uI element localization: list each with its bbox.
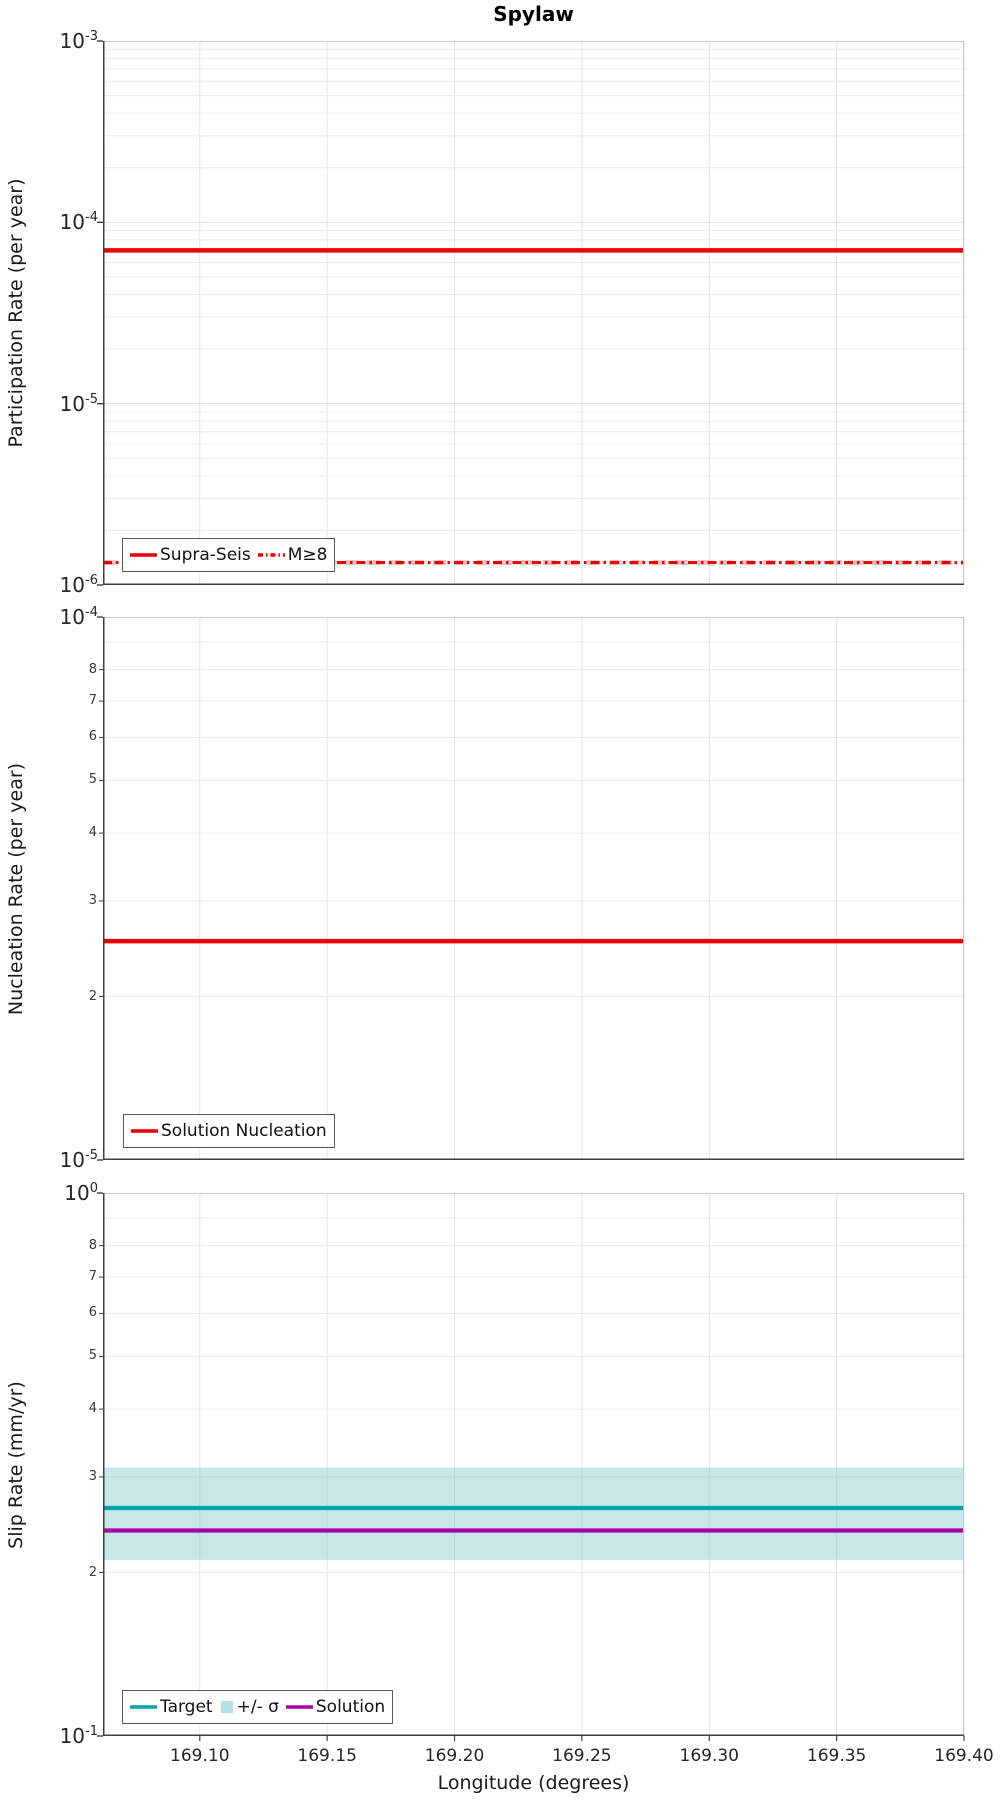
plot-area-slip-rate — [97, 1192, 965, 1741]
y-minor-tick-label: 2 — [88, 1564, 97, 1580]
legend-line-icon — [131, 1129, 158, 1133]
y-minor-tick-label: 7 — [88, 1269, 97, 1285]
uncertainty-band — [103, 1467, 964, 1560]
y-minor-tick-label: 4 — [88, 825, 97, 841]
legend-label: Solution — [315, 1697, 386, 1717]
legend-item: Solution Nucleation — [131, 1121, 327, 1141]
tick-marks — [97, 1192, 965, 1741]
plot-frame — [103, 1193, 964, 1736]
legend-item: M≥8 — [257, 545, 328, 565]
xlabel-longitude: Longitude (degrees) — [437, 1772, 630, 1794]
y-tick-exponent: 0 — [89, 1181, 98, 1196]
legend-item: Solution — [285, 1697, 386, 1717]
legend-line-icon — [130, 553, 157, 557]
y-tick-label: 10-5 — [59, 391, 98, 416]
x-tick-label: 169.15 — [297, 1746, 357, 1766]
legend-label: Supra-Seis — [160, 545, 251, 565]
y-tick-label: 10-4 — [59, 210, 98, 235]
legend-participation-rate: Supra-Seis M≥8 — [122, 538, 336, 572]
y-minor-tick-label: 8 — [88, 1237, 97, 1253]
plot-frame — [103, 41, 964, 585]
y-tick-label: 10-4 — [59, 605, 98, 629]
y-minor-tick-label: 5 — [88, 1348, 97, 1364]
x-tick-label: 169.35 — [806, 1746, 867, 1766]
legend-label: +/- σ — [236, 1697, 279, 1717]
y-minor-tick-label: 3 — [88, 892, 97, 908]
vertical-gridlines — [199, 617, 965, 1160]
legend-item: +/- σ — [220, 1697, 279, 1717]
x-tick-label: 169.20 — [424, 1746, 485, 1766]
decade-gridlines — [103, 221, 964, 405]
minor-gridlines — [103, 1217, 964, 1574]
plot-area-participation-rate — [97, 40, 965, 586]
y-tick-exponent: -4 — [85, 605, 98, 620]
y-minor-tick-label: 7 — [88, 693, 97, 709]
legend-item: Target — [130, 1697, 213, 1717]
y-tick-label: 10-1 — [59, 1724, 98, 1748]
y-tick-exponent: -6 — [85, 573, 98, 588]
y-tick-label: 10-6 — [59, 573, 98, 597]
x-tick-label: 169.25 — [552, 1746, 612, 1766]
y-minor-tick-label: 6 — [88, 729, 97, 745]
x-tick-label: 169.30 — [679, 1746, 739, 1766]
y-tick-exponent: -3 — [85, 29, 98, 44]
y-tick-label: 10-5 — [59, 1148, 98, 1172]
legend-line-icon — [130, 1705, 157, 1709]
y-tick-exponent: -5 — [85, 1148, 98, 1163]
legend-item: Supra-Seis — [130, 545, 251, 565]
y-tick-exponent: -1 — [85, 1724, 98, 1739]
y-minor-tick-label: 6 — [88, 1305, 97, 1321]
tick-marks — [97, 616, 103, 1161]
minor-gridlines — [103, 48, 964, 531]
legend-label: M≥8 — [287, 545, 328, 565]
vertical-gridlines — [199, 41, 965, 585]
plot-area-nucleation-rate — [97, 616, 965, 1161]
tick-marks — [97, 40, 103, 586]
y-minor-tick-label: 2 — [88, 988, 97, 1004]
legend-line-icon — [285, 1705, 313, 1709]
legend-label: Target — [160, 1697, 213, 1717]
legend-slip-rate: Target +/- σ Solution — [122, 1690, 394, 1724]
x-tick-label: 169.10 — [170, 1746, 230, 1766]
y-tick-exponent: -5 — [85, 391, 98, 407]
y-minor-tick-label: 3 — [88, 1468, 97, 1484]
ylabel-slip-rate: Slip Rate (mm/yr) — [5, 1380, 27, 1549]
chart-title: Spylaw — [493, 2, 574, 26]
y-minor-tick-label: 8 — [88, 661, 97, 677]
legend-line-icon — [257, 553, 285, 557]
y-minor-tick-label: 4 — [88, 1401, 97, 1417]
legend-label: Solution Nucleation — [161, 1121, 327, 1141]
legend-nucleation-rate: Solution Nucleation — [123, 1114, 335, 1148]
plot-frame — [103, 617, 964, 1160]
y-tick-label: 10-3 — [59, 29, 98, 53]
x-tick-label: 169.40 — [934, 1746, 994, 1766]
ylabel-participation-rate: Participation Rate (per year) — [5, 178, 27, 448]
legend-patch-icon — [220, 1701, 233, 1713]
y-minor-tick-label: 5 — [88, 772, 97, 788]
ylabel-nucleation-rate: Nucleation Rate (per year) — [5, 762, 27, 1015]
minor-gridlines — [103, 641, 964, 998]
y-tick-exponent: -4 — [85, 210, 98, 226]
y-tick-label: 100 — [64, 1181, 98, 1205]
vertical-gridlines — [199, 1193, 965, 1736]
